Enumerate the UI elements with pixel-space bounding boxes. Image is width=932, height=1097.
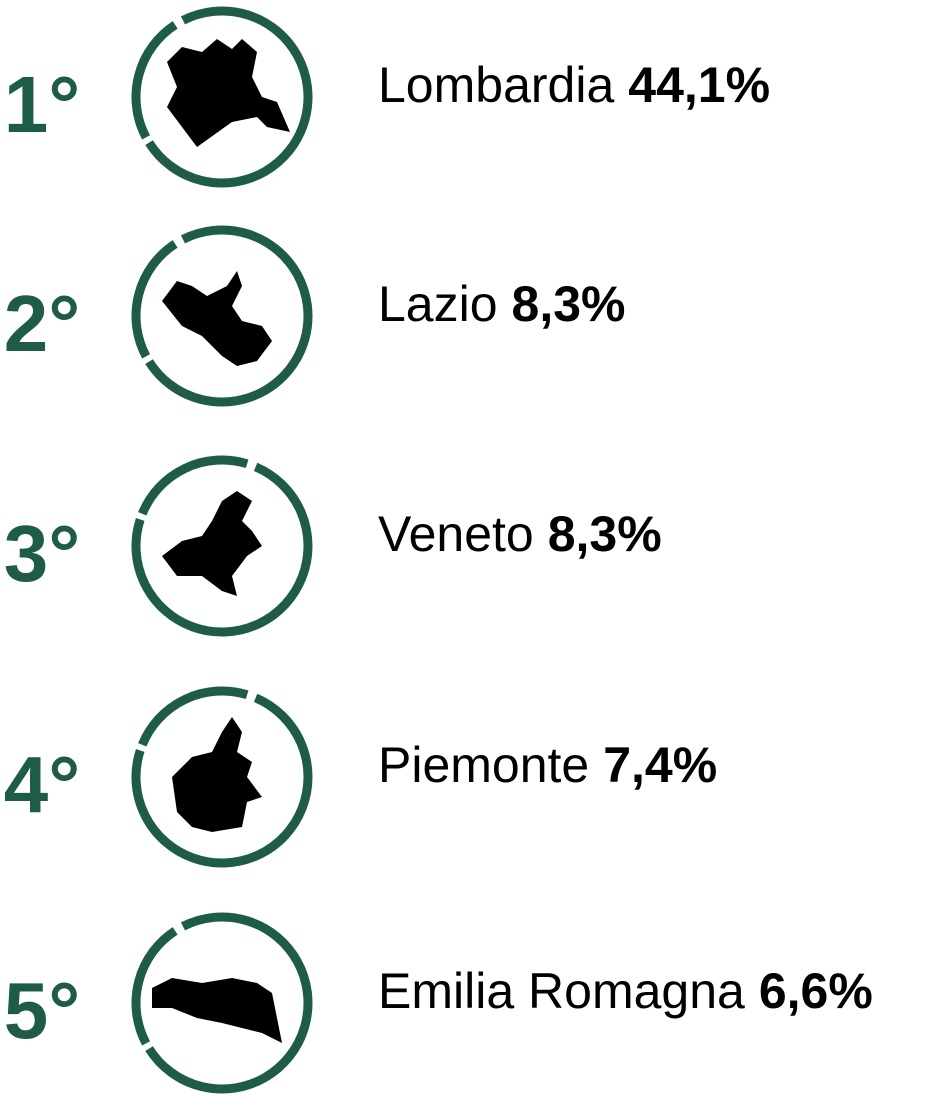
ring-arc (145, 6, 313, 188)
ring-arc (138, 686, 249, 747)
rank: 2° (4, 279, 80, 368)
region-value: 44,1% (628, 57, 770, 113)
rank: 1° (4, 60, 80, 149)
ranking-row: 2° Lazio 8,3% (4, 225, 626, 407)
rank: 5° (4, 966, 80, 1055)
ring-arc (131, 240, 178, 359)
ring-arc (138, 455, 249, 516)
ranking-row: 4° Piemonte 7,4% (4, 686, 717, 868)
ranking-row: 1° Lombardia 44,1% (4, 6, 770, 188)
region-shape (162, 271, 272, 366)
ranking-row: 5° Emilia Romagna 6,6% (4, 912, 873, 1094)
region-name: Emilia Romagna (378, 963, 745, 1019)
region-shape (152, 978, 282, 1043)
region-value: 8,3% (512, 276, 626, 332)
rank: 4° (4, 740, 80, 829)
rank: 3° (4, 509, 80, 598)
region-name: Veneto (378, 506, 534, 562)
region-name: Lombardia (378, 57, 614, 113)
ring-arc (131, 21, 178, 140)
region-label: Piemonte 7,4% (378, 737, 717, 793)
ring-arc (145, 225, 313, 407)
ring-arc (131, 927, 178, 1046)
region-label: Lazio 8,3% (378, 276, 626, 332)
ring-arc (131, 693, 313, 868)
region-shape (167, 39, 290, 147)
region-shape (172, 717, 262, 832)
region-shape (162, 491, 262, 596)
region-label: Veneto 8,3% (378, 506, 662, 562)
region-name: Lazio (378, 276, 498, 332)
region-label: Lombardia 44,1% (378, 57, 770, 113)
region-value: 8,3% (548, 506, 662, 562)
region-value: 6,6% (759, 963, 873, 1019)
ranking-row: 3° Veneto 8,3% (4, 455, 662, 637)
ring-arc (131, 462, 313, 637)
region-value: 7,4% (603, 737, 717, 793)
region-name: Piemonte (378, 737, 589, 793)
ring-arc (145, 912, 313, 1094)
region-label: Emilia Romagna 6,6% (378, 963, 873, 1019)
